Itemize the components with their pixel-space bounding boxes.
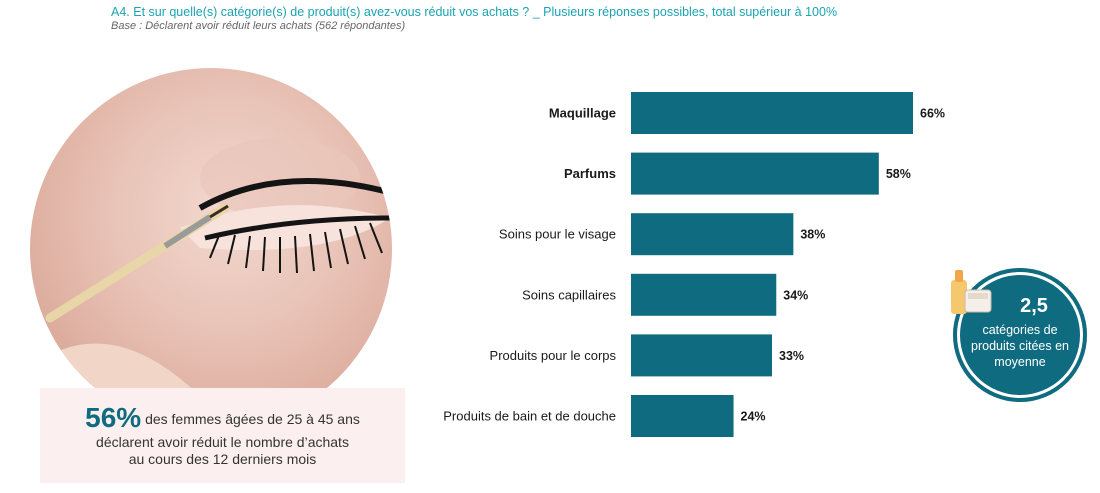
cosmetics-products-icon: [951, 270, 992, 314]
bar-5: [631, 395, 734, 437]
category-label-3: Soins capillaires: [522, 287, 616, 302]
bar-3: [631, 273, 777, 316]
stat-text-line2: déclarent avoir réduit le nombre d’achat…: [96, 434, 349, 450]
category-label-0: Maquillage: [549, 106, 616, 121]
value-label-1: 58%: [886, 167, 911, 181]
value-label-0: 66%: [920, 107, 945, 121]
category-label-4: Produits pour le corps: [490, 348, 617, 363]
category-label-1: Parfums: [564, 166, 616, 181]
value-label-4: 33%: [779, 349, 804, 363]
eye-makeup-photo: [30, 68, 392, 430]
value-label-5: 24%: [741, 410, 766, 424]
bar-4: [631, 334, 772, 377]
bar-0: [631, 92, 913, 134]
value-label-2: 38%: [800, 228, 825, 242]
category-label-2: Soins pour le visage: [499, 227, 616, 242]
stat-callout: 56% des femmes âgées de 25 à 45 ans décl…: [40, 388, 405, 483]
category-label-5: Produits de bain et de douche: [443, 409, 616, 424]
question-title: A4. Et sur quelle(s) catégorie(s) de pro…: [111, 5, 838, 19]
stat-percentage: 56%: [85, 402, 142, 433]
badge-text: catégories de produits citées en moyenne: [971, 323, 1069, 369]
value-label-3: 34%: [783, 288, 808, 302]
base-note: Base : Déclarent avoir réduit leurs acha…: [111, 20, 406, 32]
bar-2: [631, 213, 794, 256]
stat-text-line3: au cours des 12 derniers mois: [128, 451, 317, 467]
stat-text-line1: des femmes âgées de 25 à 45 ans: [145, 411, 360, 427]
bar-1: [631, 152, 879, 195]
badge-value: 2,5: [1020, 295, 1048, 317]
